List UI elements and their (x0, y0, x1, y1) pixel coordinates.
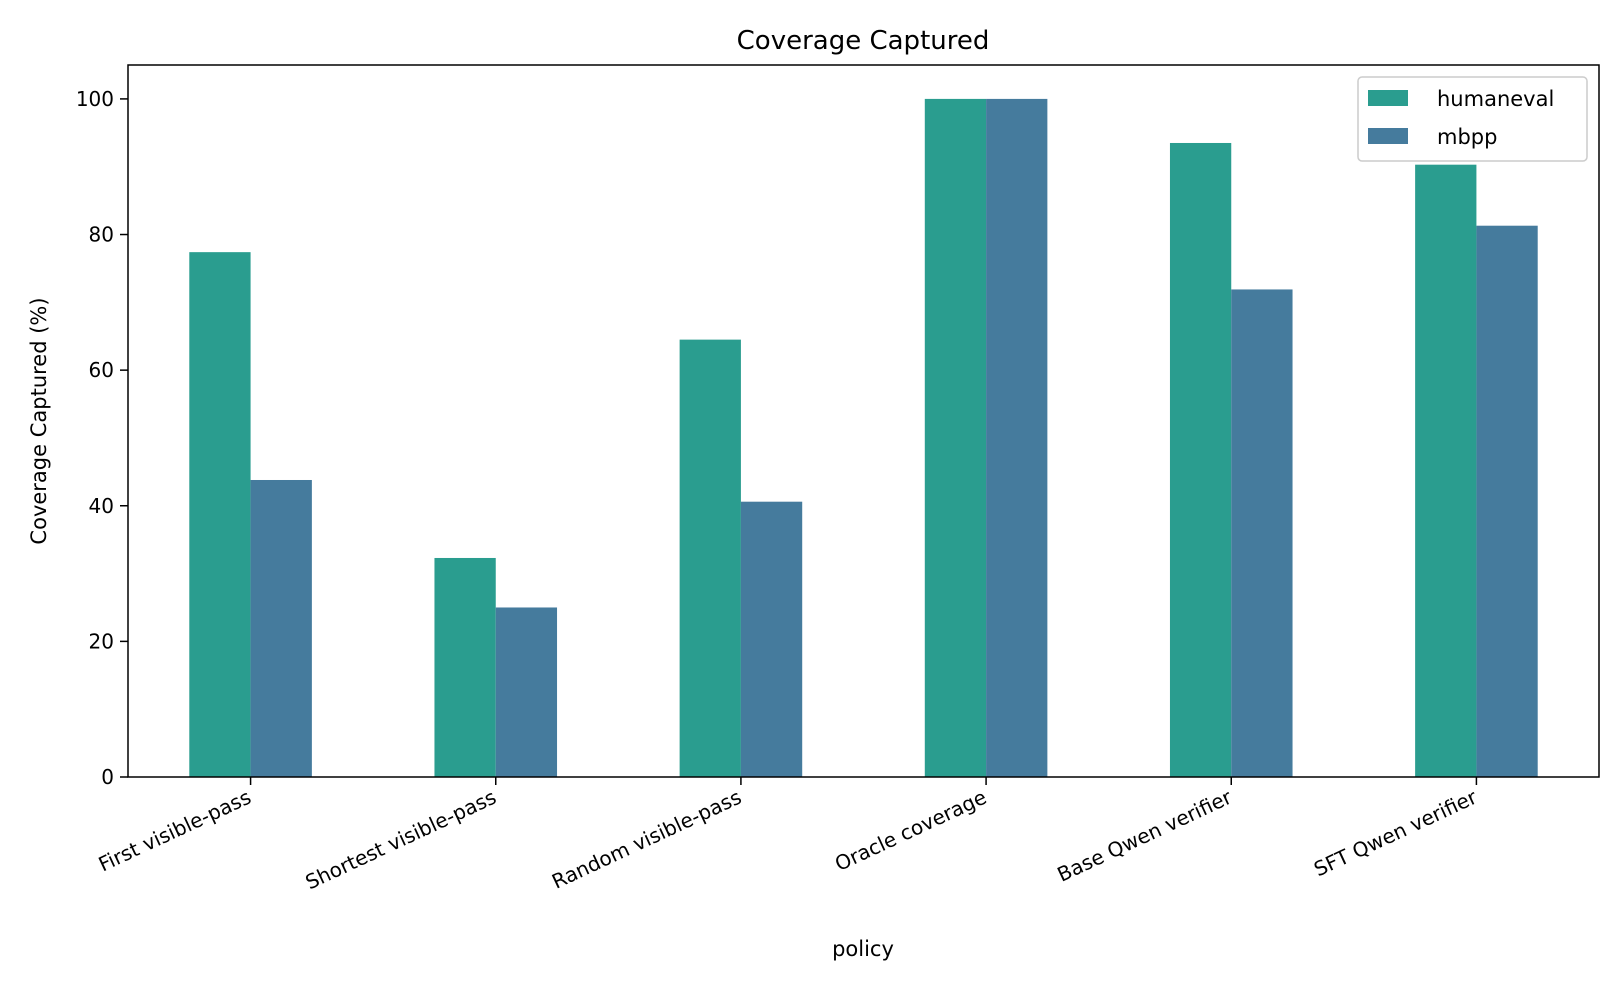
legend-box (1357, 76, 1588, 162)
legend-swatch-mbpp (1368, 128, 1408, 144)
bar-humaneval-oracle-coverage (924, 98, 987, 777)
legend-label-mbpp: mbpp (1437, 125, 1497, 149)
x-tick-label-random-visible-pass: Random visible-pass (548, 785, 745, 894)
legend: humaneval mbpp (1357, 76, 1588, 162)
y-axis: 0 20 40 60 80 100 (76, 87, 128, 789)
x-tick-label-shortest-visible-pass: Shortest visible-pass (302, 785, 500, 894)
x-axis-label: policy (832, 937, 894, 961)
bar-mbpp-shortest-visible-pass (495, 607, 558, 777)
x-tick-label-first-visible-pass: First visible-pass (95, 785, 255, 877)
bar-mbpp-base-qwen-verifier (1231, 289, 1293, 777)
legend-swatch-humaneval (1368, 90, 1408, 106)
plot-frame (127, 64, 1600, 778)
y-axis-label: Coverage Captured (%) (27, 297, 51, 544)
y-tick-label: 0 (101, 765, 114, 789)
bars-group (189, 98, 1538, 778)
bar-humaneval-random-visible-pass (679, 339, 741, 777)
y-tick-label: 60 (89, 358, 114, 382)
x-axis: First visible-pass Shortest visible-pass R… (95, 777, 1481, 894)
bar-mbpp-random-visible-pass (740, 501, 803, 777)
x-tick-label-oracle-coverage: Oracle coverage (831, 785, 990, 876)
y-tick-label: 40 (89, 494, 114, 518)
x-tick-label-sft-qwen-verifier: SFT Qwen verifier (1310, 784, 1481, 881)
bar-humaneval-base-qwen-verifier (1169, 142, 1232, 777)
bar-humaneval-sft-qwen-verifier (1415, 164, 1477, 777)
y-tick-label: 100 (76, 87, 114, 111)
x-tick-label-base-qwen-verifier: Base Qwen verifier (1053, 784, 1236, 886)
y-tick-label: 20 (89, 629, 114, 653)
bar-mbpp-sft-qwen-verifier (1476, 225, 1538, 778)
bar-mbpp-oracle-coverage (986, 98, 1048, 777)
y-tick-label: 80 (89, 223, 114, 247)
bar-humaneval-first-visible-pass (189, 252, 251, 777)
chart-title: Coverage Captured (737, 26, 990, 56)
legend-label-humaneval: humaneval (1437, 87, 1554, 111)
bar-humaneval-shortest-visible-pass (434, 557, 496, 777)
bar-mbpp-first-visible-pass (250, 479, 312, 777)
